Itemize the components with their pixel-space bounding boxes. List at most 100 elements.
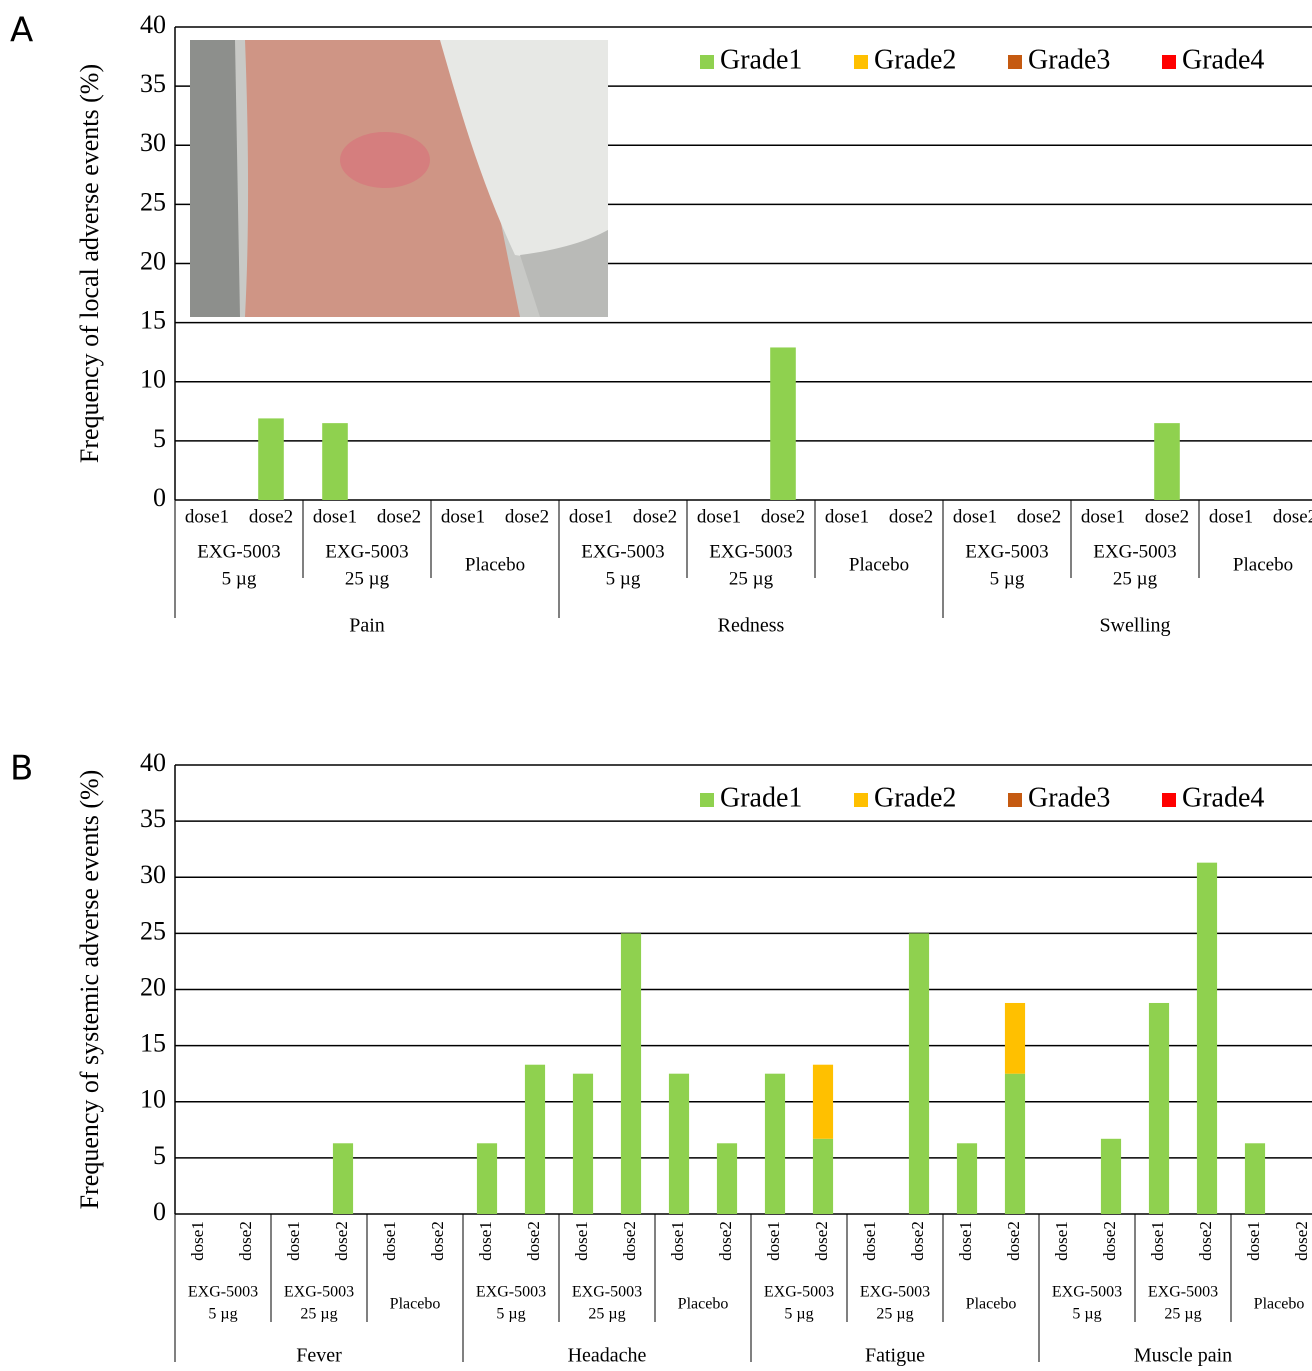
- y-tick-label: 15: [140, 306, 166, 335]
- legend-label: Grade1: [720, 782, 802, 813]
- bar-segment: [908, 933, 930, 1214]
- x-tick-label: dose1: [572, 1221, 591, 1261]
- panel-label: B: [10, 749, 33, 789]
- group-label: EXG-5003: [572, 1284, 642, 1301]
- group-label: 25 µg: [345, 568, 390, 589]
- y-tick-label: 15: [140, 1029, 166, 1058]
- x-tick-label: dose1: [764, 1221, 783, 1261]
- x-tick-label: dose1: [668, 1221, 687, 1261]
- legend-swatch: [1162, 55, 1176, 69]
- group-label: Placebo: [1233, 554, 1293, 575]
- bar-segment: [668, 1073, 690, 1214]
- bar-segment: [322, 423, 348, 500]
- photo-redness: [340, 132, 430, 188]
- x-tick-label: dose2: [524, 1221, 543, 1261]
- x-tick-label: dose2: [1017, 506, 1061, 527]
- group-label: 25 µg: [876, 1306, 913, 1323]
- y-tick-label: 40: [140, 10, 166, 39]
- group-label: EXG-5003: [188, 1284, 258, 1301]
- bar-segment: [1004, 1073, 1026, 1214]
- x-tick-label: dose1: [697, 506, 741, 527]
- group-label: EXG-5003: [1093, 541, 1176, 562]
- symptom-label: Fatigue: [865, 1345, 925, 1367]
- bar-segment: [1100, 1138, 1122, 1214]
- x-tick-label: dose1: [953, 506, 997, 527]
- legend-label: Grade4: [1182, 44, 1264, 75]
- y-tick-label: 10: [140, 1085, 166, 1114]
- x-tick-label: dose2: [236, 1221, 255, 1261]
- group-label: Placebo: [849, 554, 909, 575]
- y-tick-label: 5: [153, 1141, 166, 1170]
- x-tick-label: dose2: [1004, 1221, 1023, 1261]
- panel-label: A: [10, 11, 33, 51]
- group-label: 25 µg: [588, 1306, 625, 1323]
- y-tick-label: 5: [153, 424, 166, 453]
- legend-swatch: [700, 793, 714, 807]
- group-label: EXG-5003: [764, 1284, 834, 1301]
- bar-segment: [476, 1143, 498, 1214]
- group-label: 5 µg: [606, 568, 641, 589]
- x-tick-label: dose2: [716, 1221, 735, 1261]
- x-tick-label: dose2: [908, 1221, 927, 1261]
- group-label: 5 µg: [1072, 1306, 1101, 1323]
- legend-swatch: [1162, 793, 1176, 807]
- x-tick-label: dose1: [188, 1221, 207, 1261]
- symptom-label: Headache: [568, 1345, 647, 1367]
- y-tick-label: 25: [140, 187, 166, 216]
- symptom-label: Redness: [718, 615, 785, 637]
- photo-shadow: [190, 40, 240, 317]
- group-label: Placebo: [1254, 1296, 1305, 1313]
- x-tick-label: dose1: [1148, 1221, 1167, 1261]
- y-tick-label: 35: [140, 804, 166, 833]
- x-tick-label: dose2: [1273, 506, 1312, 527]
- group-label: 25 µg: [300, 1306, 337, 1323]
- y-tick-label: 30: [140, 860, 166, 889]
- bar-segment: [524, 1064, 546, 1214]
- x-tick-label: dose1: [1052, 1221, 1071, 1261]
- y-axis-title: Frequency of systemic adverse events (%): [75, 770, 104, 1210]
- x-tick-label: dose1: [1244, 1221, 1263, 1261]
- y-tick-label: 0: [153, 483, 166, 512]
- legend-swatch: [1008, 55, 1022, 69]
- symptom-label: Muscle pain: [1134, 1345, 1232, 1367]
- x-tick-label: dose2: [1196, 1221, 1215, 1261]
- x-tick-label: dose2: [505, 506, 549, 527]
- bar-segment: [956, 1143, 978, 1214]
- group-label: 5 µg: [496, 1306, 525, 1323]
- group-label: EXG-5003: [709, 541, 792, 562]
- x-tick-label: dose2: [812, 1221, 831, 1261]
- x-tick-label: dose1: [313, 506, 357, 527]
- x-tick-label: dose2: [1145, 506, 1189, 527]
- y-tick-label: 20: [140, 972, 166, 1001]
- group-label: EXG-5003: [1148, 1284, 1218, 1301]
- legend-swatch: [854, 793, 868, 807]
- x-tick-label: dose2: [1100, 1221, 1119, 1261]
- group-label: Placebo: [390, 1296, 441, 1313]
- legend-swatch: [854, 55, 868, 69]
- x-tick-label: dose2: [428, 1221, 447, 1261]
- legend-label: Grade2: [874, 782, 956, 813]
- legend-label: Grade3: [1028, 44, 1110, 75]
- x-tick-label: dose1: [441, 506, 485, 527]
- group-label: EXG-5003: [284, 1284, 354, 1301]
- x-tick-label: dose1: [569, 506, 613, 527]
- group-label: EXG-5003: [860, 1284, 930, 1301]
- bar-segment: [716, 1143, 738, 1214]
- legend-label: Grade4: [1182, 782, 1264, 813]
- symptom-label: Swelling: [1099, 615, 1170, 637]
- bar-segment: [764, 1073, 786, 1214]
- x-tick-label: dose1: [1209, 506, 1253, 527]
- y-tick-label: 0: [153, 1197, 166, 1226]
- x-tick-label: dose1: [185, 506, 229, 527]
- y-tick-label: 40: [140, 748, 166, 777]
- bar-segment: [332, 1143, 354, 1214]
- bar-segment: [770, 347, 796, 500]
- y-tick-label: 35: [140, 69, 166, 98]
- x-tick-label: dose2: [377, 506, 421, 527]
- y-tick-label: 10: [140, 365, 166, 394]
- group-label: EXG-5003: [581, 541, 664, 562]
- group-label: EXG-5003: [197, 541, 280, 562]
- bar-segment: [812, 1138, 834, 1214]
- group-label: 25 µg: [1113, 568, 1158, 589]
